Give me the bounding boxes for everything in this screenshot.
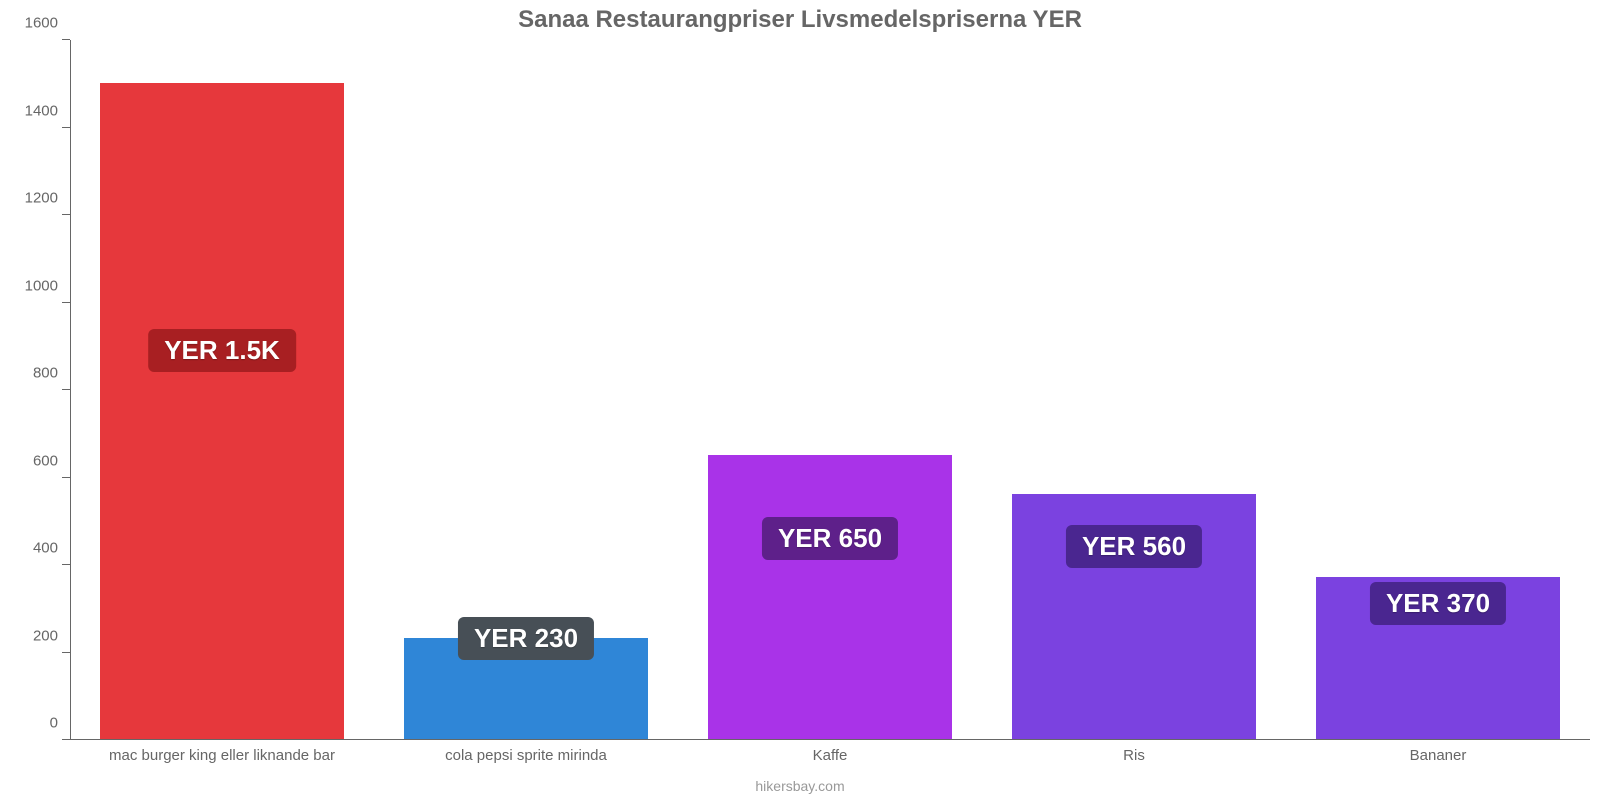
bar-value-badge: YER 370 — [1370, 582, 1506, 625]
bar — [100, 83, 343, 739]
y-axis-tick-label: 600 — [33, 452, 70, 469]
bars-container: YER 1.5Kmac burger king eller liknande b… — [70, 40, 1590, 739]
bar-slot: YER 1.5Kmac burger king eller liknande b… — [70, 40, 374, 739]
y-axis-tick — [62, 652, 70, 653]
bar — [708, 455, 951, 739]
x-axis-category-label: Kaffe — [813, 739, 848, 764]
y-axis-tick-label: 1200 — [25, 190, 70, 207]
bar-slot: YER 370Bananer — [1286, 40, 1590, 739]
y-axis-tick-label: 400 — [33, 540, 70, 557]
y-axis-tick — [62, 477, 70, 478]
y-axis-tick-label: 0 — [50, 715, 70, 732]
x-axis-category-label: cola pepsi sprite mirinda — [445, 739, 607, 764]
x-axis-category-label: Ris — [1123, 739, 1145, 764]
y-axis-tick — [62, 739, 70, 740]
y-axis-tick — [62, 389, 70, 390]
bar-value-badge: YER 1.5K — [148, 329, 296, 372]
y-axis-tick — [62, 564, 70, 565]
price-bar-chart: Sanaa Restaurangpriser Livsmedelsprisern… — [0, 0, 1600, 800]
bar-slot: YER 230cola pepsi sprite mirinda — [374, 40, 678, 739]
y-axis-tick-label: 1000 — [25, 277, 70, 294]
y-axis-tick-label: 1400 — [25, 102, 70, 119]
y-axis-tick-label: 1600 — [25, 15, 70, 32]
chart-title: Sanaa Restaurangpriser Livsmedelsprisern… — [0, 6, 1600, 34]
bar-value-badge: YER 650 — [762, 517, 898, 560]
bar-value-badge: YER 560 — [1066, 525, 1202, 568]
y-axis-tick-label: 800 — [33, 365, 70, 382]
bar-slot: YER 560Ris — [982, 40, 1286, 739]
x-axis-category-label: mac burger king eller liknande bar — [109, 739, 335, 764]
x-axis-category-label: Bananer — [1410, 739, 1467, 764]
bar-value-badge: YER 230 — [458, 617, 594, 660]
bar-slot: YER 650Kaffe — [678, 40, 982, 739]
y-axis-tick — [62, 214, 70, 215]
plot-area: YER 1.5Kmac burger king eller liknande b… — [70, 40, 1590, 740]
y-axis-tick — [62, 302, 70, 303]
chart-source-footer: hikersbay.com — [0, 778, 1600, 794]
y-axis-tick — [62, 127, 70, 128]
y-axis-tick-label: 200 — [33, 627, 70, 644]
y-axis-tick — [62, 39, 70, 40]
